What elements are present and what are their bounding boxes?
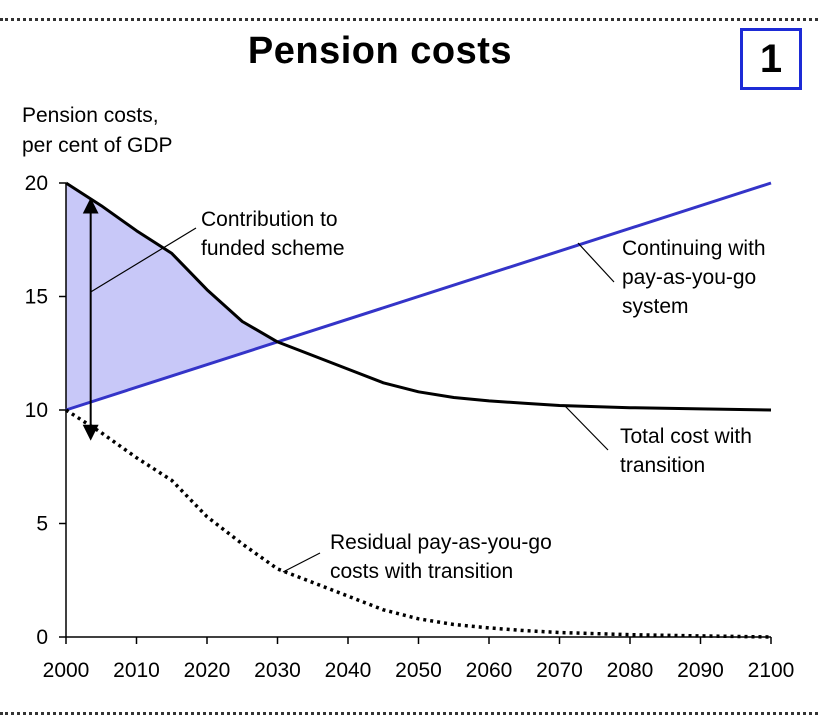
y-axis-label-line-1: Pension costs, xyxy=(22,104,159,127)
payg-leader-line xyxy=(577,242,615,283)
y-tick-label: 15 xyxy=(25,286,48,309)
x-tick-label: 2050 xyxy=(395,659,442,682)
x-tick-label: 2040 xyxy=(325,659,372,682)
contribution-leader-line xyxy=(90,227,197,293)
contribution-shaded-area xyxy=(66,183,279,410)
annotation-total-line-1: Total cost with xyxy=(620,425,752,448)
annotation-payg-line-3: system xyxy=(622,295,689,318)
annotation-payg-line-1: Continuing with xyxy=(622,237,766,260)
x-tick-label: 2030 xyxy=(254,659,301,682)
residual-payg-series-line xyxy=(65,408,772,639)
page-title: Pension costs xyxy=(247,30,513,72)
x-tick-label: 2080 xyxy=(607,659,654,682)
residual-leader-line xyxy=(282,552,321,573)
top-dotted-rule xyxy=(0,18,818,21)
x-tick-label: 2000 xyxy=(43,659,90,682)
slide-number-badge: 1 xyxy=(740,28,802,90)
y-axis-label-line-2: per cent of GDP xyxy=(22,134,173,157)
y-tick-label: 20 xyxy=(25,172,48,195)
x-tick-label: 2010 xyxy=(113,659,160,682)
x-tick-label: 2070 xyxy=(536,659,583,682)
y-tick-label: 0 xyxy=(36,626,48,649)
annotation-residual-line-1: Residual pay-as-you-go xyxy=(330,531,552,554)
x-tick-label: 2020 xyxy=(184,659,231,682)
annotation-contribution-line-2: funded scheme xyxy=(201,237,345,260)
annotation-residual-line-2: costs with transition xyxy=(330,560,513,583)
total-cost-series-line xyxy=(65,181,772,412)
annotation-payg-line-2: pay-as-you-go xyxy=(622,266,756,289)
total-leader-line xyxy=(564,405,609,451)
payg-series-line xyxy=(65,181,772,412)
y-tick-label: 10 xyxy=(25,399,48,422)
annotation-total-line-2: transition xyxy=(620,454,705,477)
bottom-dotted-rule xyxy=(0,712,818,715)
y-tick-label: 5 xyxy=(36,513,48,536)
x-tick-label: 2100 xyxy=(748,659,795,682)
x-tick-label: 2060 xyxy=(466,659,513,682)
annotation-contribution-line-1: Contribution to xyxy=(201,208,338,231)
x-tick-label: 2090 xyxy=(677,659,724,682)
